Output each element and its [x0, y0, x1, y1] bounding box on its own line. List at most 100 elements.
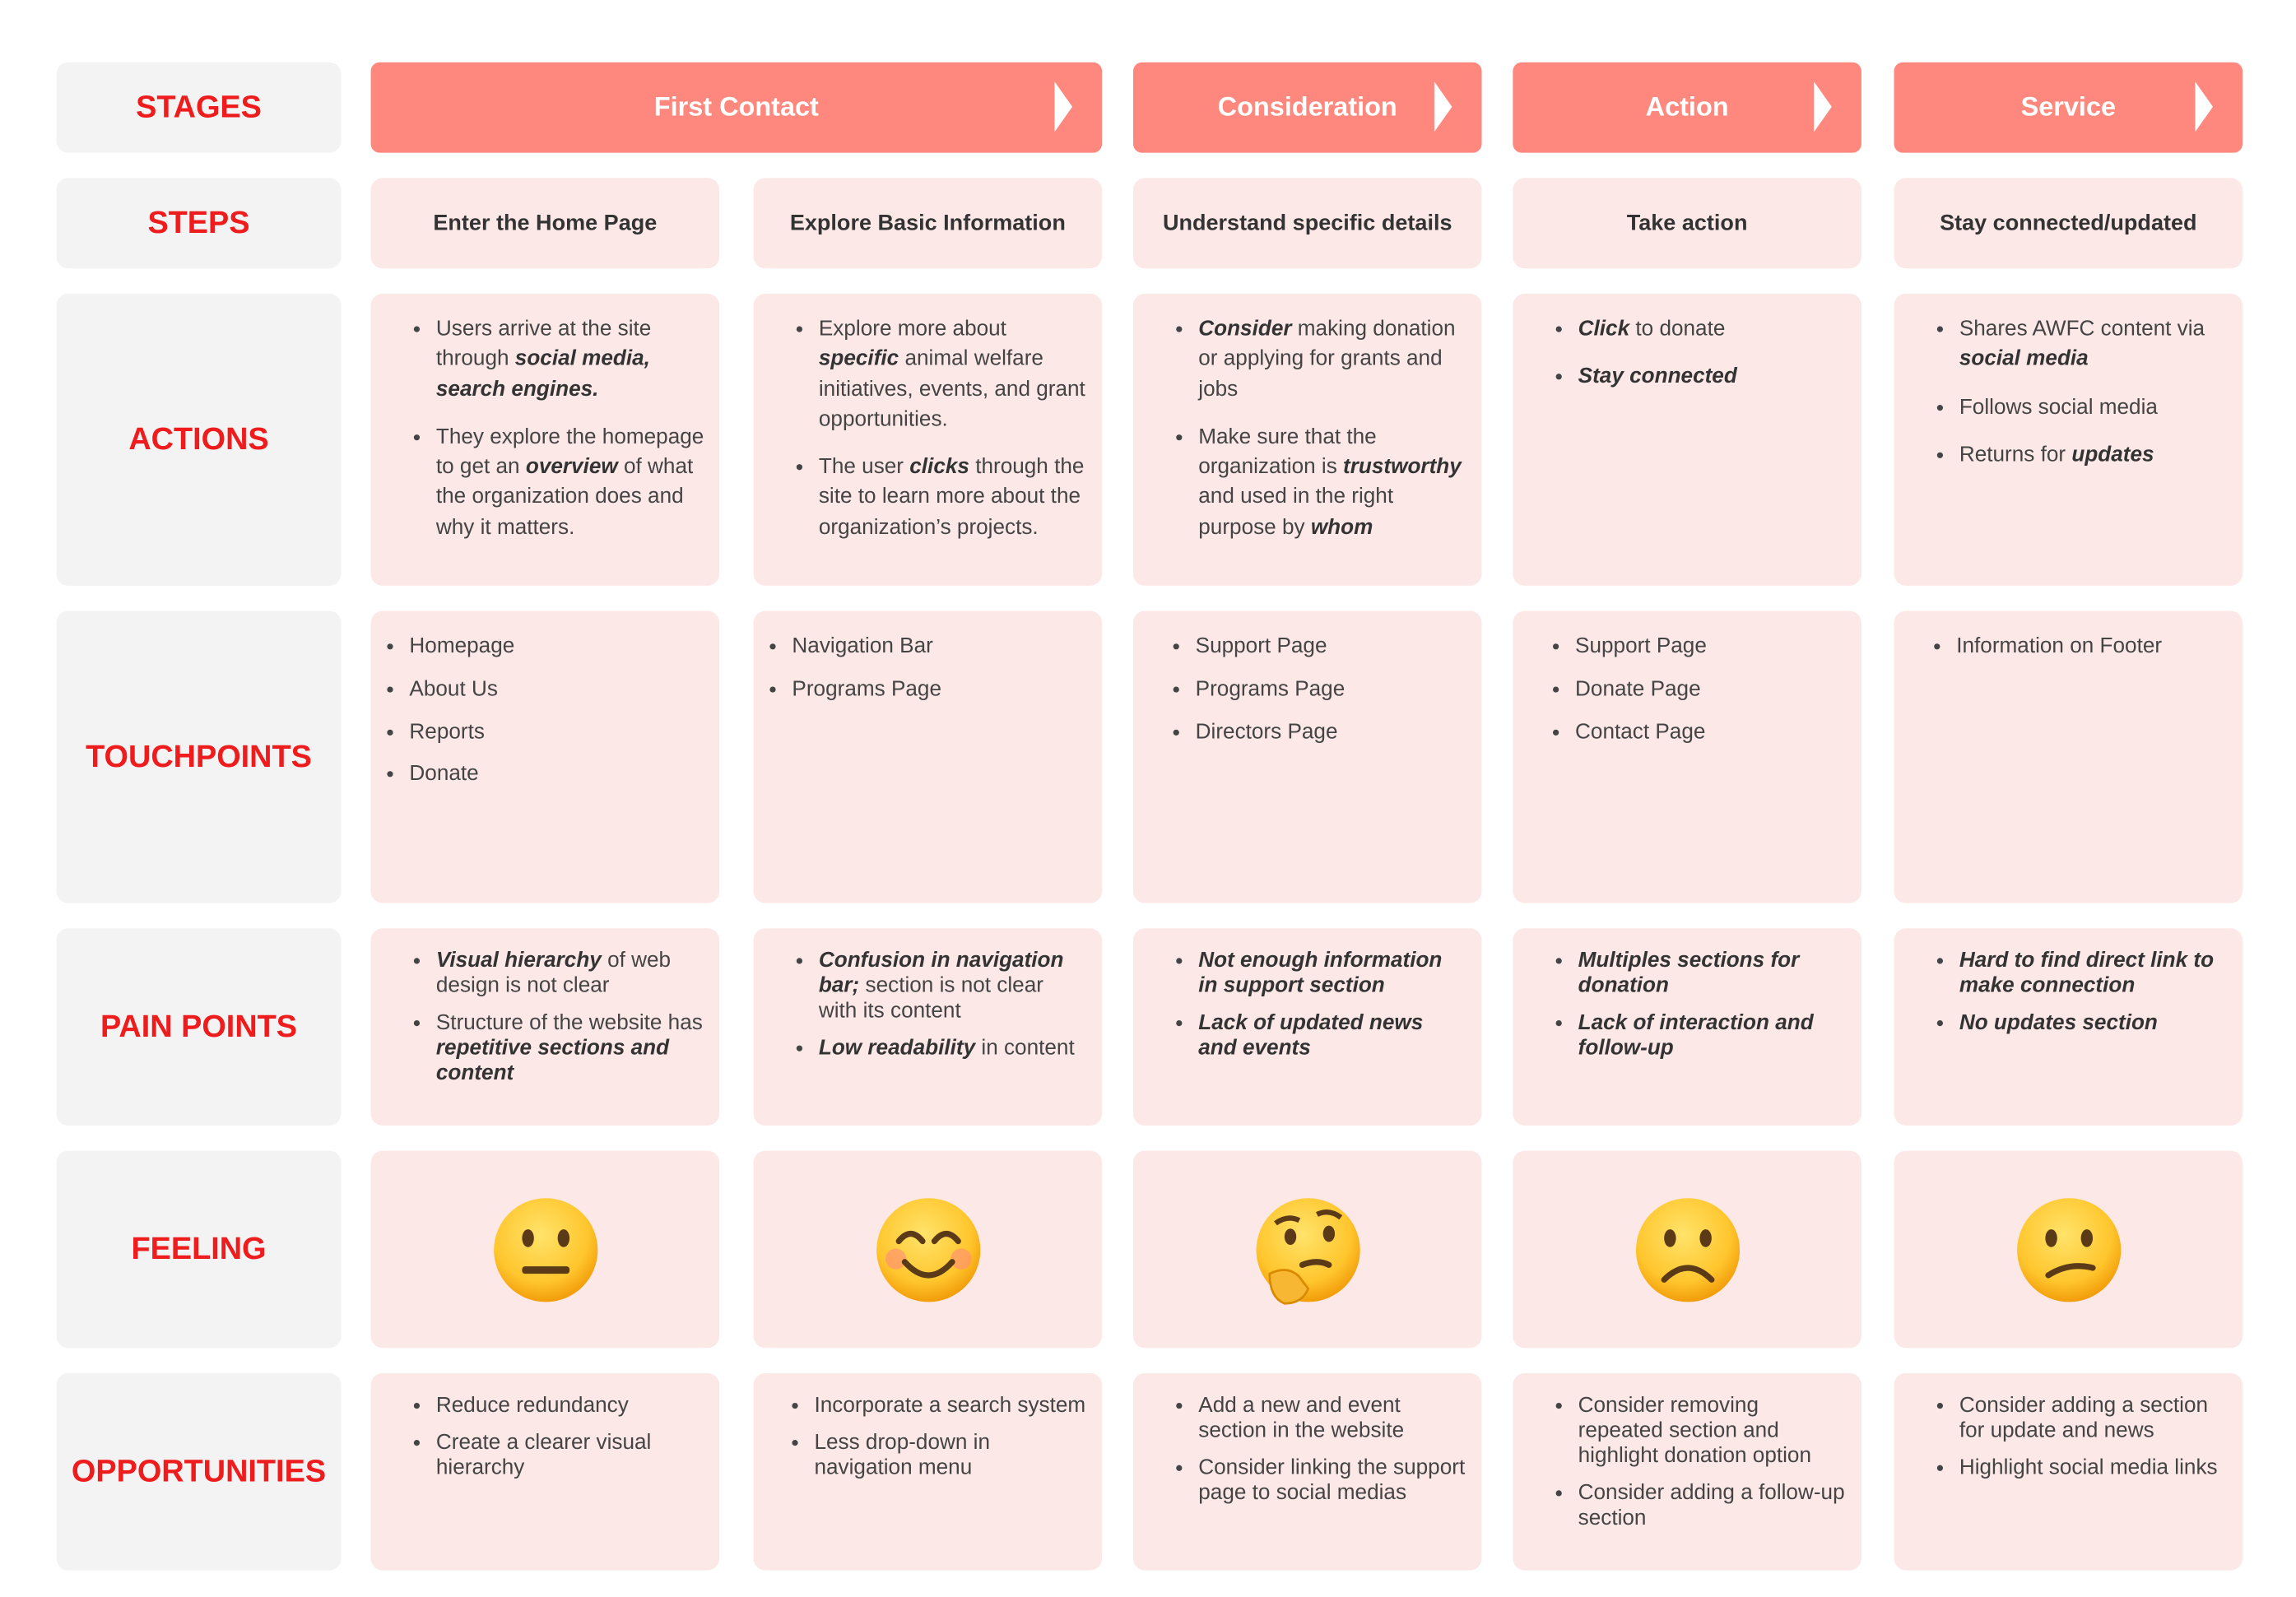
bullet-list: Support Page Donate Page Contact Page	[1513, 632, 1861, 747]
emphasis: Lack of updated news and events	[1198, 1011, 1424, 1061]
text: Directors Page	[1195, 720, 1338, 745]
stage-header: First Contact	[370, 62, 1103, 153]
stage-name: First Contact	[653, 91, 819, 122]
text: Reports	[409, 720, 485, 745]
emphasis: whom	[1310, 515, 1373, 540]
bullet: Click to donate	[1578, 314, 1847, 345]
step-text: Explore Basic Information	[789, 210, 1066, 236]
bullet: Navigation Bar	[792, 632, 1087, 662]
stage-name: Consideration	[1217, 91, 1397, 122]
text: through the site to learn more about the…	[818, 455, 1085, 540]
emphasis: updates	[2071, 443, 2154, 467]
pain-points-cell: Visual hierarchy of web design is not cl…	[370, 928, 720, 1126]
emoji-neutral	[493, 1198, 597, 1302]
chevron	[1434, 81, 1452, 132]
bullet-list: Consider adding a section for update and…	[1894, 1394, 2243, 1481]
bullet: Hard to find direct link to make connect…	[1959, 949, 2228, 999]
bullet-list: Consider making donation or applying for…	[1133, 314, 1482, 543]
bullet-list: Confusion in navigation bar; section is …	[754, 949, 1103, 1061]
text: Consider adding a section for update and…	[1959, 1394, 2209, 1443]
bullet-list: Incorporate a search system Less drop-dow…	[754, 1394, 1103, 1481]
step: Take action	[1513, 178, 1861, 269]
text: Consider removing repeated section and h…	[1578, 1394, 1812, 1469]
stage-header: Service	[1894, 62, 2243, 153]
text: animal welfare initiatives, events, and …	[818, 347, 1085, 432]
emphasis: Not enough information in support sectio…	[1198, 949, 1443, 998]
text: in content	[975, 1036, 1075, 1061]
text: of what the organization does and why it…	[435, 455, 694, 540]
text: Support Page	[1575, 634, 1707, 659]
bullet-list: Information on Footer	[1894, 632, 2243, 662]
row-label: FEELING	[56, 1150, 342, 1349]
actions-cell: Users arrive at the site through social …	[370, 293, 720, 586]
bullet: Confusion in navigation bar; section is …	[819, 949, 1087, 1024]
bullet: Support Page	[1196, 632, 1467, 662]
text: Consider linking the support page to soc…	[1198, 1455, 1466, 1506]
text: section is not clear with its content	[818, 974, 1043, 1024]
stage-header: Action	[1513, 62, 1861, 153]
bullet: Consider removing repeated section and h…	[1578, 1394, 1847, 1469]
feeling-cell	[370, 1150, 720, 1349]
text: Programs Page	[1195, 677, 1346, 702]
bullet: Structure of the website has repetitive …	[436, 1011, 704, 1087]
emoji-frown	[1635, 1198, 1740, 1302]
actions-cell: Explore more about specific animal welfa…	[753, 293, 1103, 586]
text: The user	[818, 455, 910, 480]
chevron	[1814, 81, 1832, 132]
touchpoints-cell: Information on Footer	[1894, 610, 2243, 903]
step: Enter the Home Page	[370, 178, 720, 269]
bullet: Users arrive at the site through social …	[436, 314, 704, 405]
text: Support Page	[1195, 634, 1327, 659]
text: Add a new and event section in the websi…	[1198, 1394, 1405, 1443]
bullet: Stay connected	[1578, 362, 1847, 392]
row-label: OPPORTUNITIES	[56, 1372, 342, 1571]
emphasis: specific	[818, 347, 899, 372]
bullet-list: Users arrive at the site through social …	[371, 314, 720, 543]
bullet: They explore the homepage to get an over…	[436, 422, 704, 542]
opportunities-cell: Consider adding a section for update and…	[1894, 1372, 2243, 1571]
bullet-list: Support Page Programs Page Directors Page	[1133, 632, 1482, 747]
bullet-list: Reduce redundancy Create a clearer visual…	[371, 1394, 720, 1481]
bullet: Donate Page	[1575, 675, 1847, 705]
bullet: Contact Page	[1575, 717, 1847, 748]
touchpoints-cell: Homepage About Us Reports Donate	[370, 610, 720, 903]
text: Information on Footer	[1956, 634, 2163, 659]
step: Stay connected/updated	[1894, 178, 2243, 269]
text: making donation or applying for grants a…	[1198, 317, 1456, 402]
emphasis: Low readability	[818, 1036, 976, 1061]
emphasis: trustworthy	[1343, 455, 1462, 480]
emphasis: Confusion in navigation bar;	[818, 949, 1064, 998]
bullet: No updates section	[1959, 1011, 2228, 1037]
text: Homepage	[409, 634, 515, 659]
bullet-list: Not enough information in support sectio…	[1133, 949, 1482, 1061]
chevron	[1054, 81, 1073, 132]
row-label: STAGES	[56, 62, 342, 153]
emphasis: Hard to find direct link to make connect…	[1959, 949, 2215, 998]
pain-points-cell: Hard to find direct link to make connect…	[1894, 928, 2243, 1126]
row-label: PAIN POINTS	[56, 928, 342, 1126]
bullet: Donate	[409, 759, 704, 790]
opportunities-cell: Add a new and event section in the websi…	[1132, 1372, 1482, 1571]
feeling-cell	[1513, 1150, 1861, 1349]
bullet: Consider adding a section for update and…	[1959, 1394, 2228, 1444]
actions-cell: Consider making donation or applying for…	[1132, 293, 1482, 586]
bullet: Homepage	[409, 632, 704, 662]
bullet: About Us	[409, 675, 704, 705]
emphasis: clicks	[909, 455, 969, 480]
emphasis: Stay connected	[1578, 364, 1737, 389]
text: of web design is not clear	[435, 949, 672, 998]
bullet: Lack of updated news and events	[1198, 1011, 1466, 1061]
step-text: Understand specific details	[1162, 210, 1452, 236]
touchpoints-cell: Support Page Donate Page Contact Page	[1513, 610, 1861, 903]
bullet: Highlight social media links	[1959, 1456, 2228, 1482]
chevron	[2195, 81, 2214, 132]
touchpoints-cell: Support Page Programs Page Directors Page	[1132, 610, 1482, 903]
bullet: Not enough information in support sectio…	[1198, 949, 1466, 999]
text: to donate	[1629, 317, 1726, 341]
step: Understand specific details	[1132, 178, 1482, 269]
text: Donate	[409, 763, 479, 787]
step-text: Take action	[1626, 210, 1748, 236]
bullet: Add a new and event section in the websi…	[1198, 1394, 1466, 1444]
emoji-think	[1255, 1198, 1359, 1305]
